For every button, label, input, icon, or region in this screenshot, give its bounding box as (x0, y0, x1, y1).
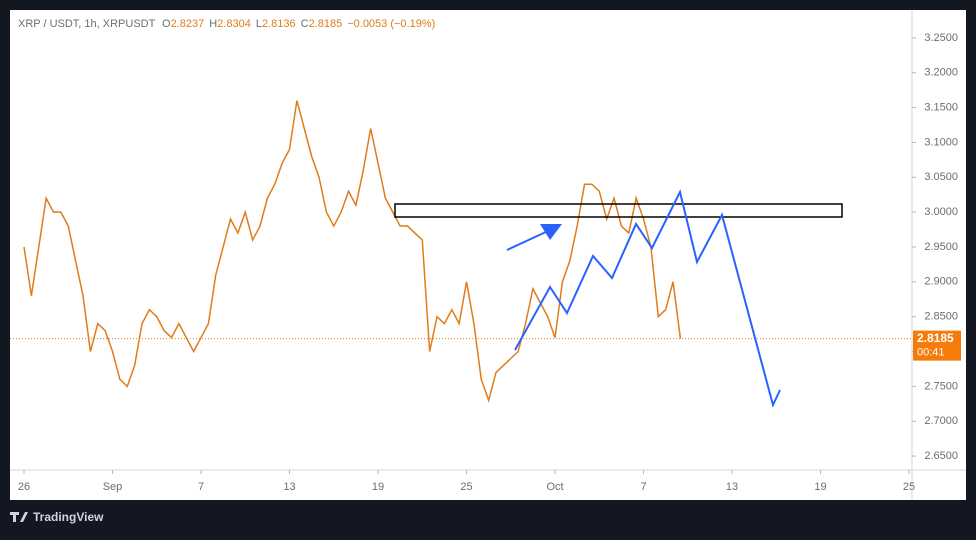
y-tick-label: 3.2000 (924, 67, 958, 79)
resistance-box (394, 203, 843, 218)
chart-panel (10, 10, 966, 500)
y-tick-label: 3.0000 (924, 206, 958, 218)
o-label: O (162, 18, 171, 30)
y-tick-label: 3.1000 (924, 136, 958, 148)
arrow-head (540, 224, 562, 240)
y-tick-label: 3.2500 (924, 32, 958, 44)
l-value: 2.8136 (262, 18, 296, 30)
h-value: 2.8304 (217, 18, 251, 30)
symbol-text: XRP / USDT, 1h, XRPUSDT (18, 18, 156, 30)
y-tick-label: 2.7500 (924, 380, 958, 392)
x-tick-label: 7 (640, 481, 646, 493)
y-tick-label: 2.6500 (924, 450, 958, 462)
y-tick-label: 3.0500 (924, 171, 958, 183)
symbol: XRP / USDT, 1h, XRPUSDT (18, 18, 156, 30)
change: −0.0053 (−0.19%) (347, 18, 435, 30)
last-price-label: 2.8185 (917, 331, 954, 345)
logo: TradingView (10, 510, 104, 524)
x-tick-label: 25 (903, 481, 915, 493)
logo-mark (20, 512, 28, 522)
x-tick-label: 19 (814, 481, 826, 493)
x-tick-label: 25 (460, 481, 472, 493)
x-tick-label: 13 (283, 481, 295, 493)
last-price-tag (913, 330, 961, 361)
c-value: 2.8185 (309, 18, 343, 30)
h-label: H (209, 18, 217, 30)
ohlc: O2.8237 H2.8304 L2.8136 C2.8185 −0.0053 (−0.… (162, 18, 435, 30)
y-tick-label: 3.1500 (924, 101, 958, 113)
countdown: 00:41 (917, 347, 945, 359)
x-tick-label: Oct (546, 481, 563, 493)
x-tick-label: Sep (103, 481, 123, 493)
o-value: 2.8237 (171, 18, 205, 30)
x-tick-label: 26 (18, 481, 30, 493)
x-tick-label: 19 (372, 481, 384, 493)
l-label: L (256, 18, 262, 30)
arrow-shaft (506, 230, 549, 251)
x-tick-label: 7 (198, 481, 204, 493)
plot: 2.65002.70002.75002.80002.85002.90002.95… (10, 32, 961, 493)
x-tick-label: 13 (726, 481, 738, 493)
price-line (23, 100, 682, 403)
brand: TradingView (33, 510, 104, 524)
drawings (394, 189, 843, 408)
projection-path (514, 189, 781, 408)
y-tick-label: 2.9000 (924, 276, 958, 288)
y-tick-label: 2.9500 (924, 241, 958, 253)
y-tick-label: 2.7000 (924, 415, 958, 427)
logo-mark (13, 512, 16, 522)
c-label: C (301, 18, 309, 30)
y-tick-label: 2.8500 (924, 311, 958, 323)
